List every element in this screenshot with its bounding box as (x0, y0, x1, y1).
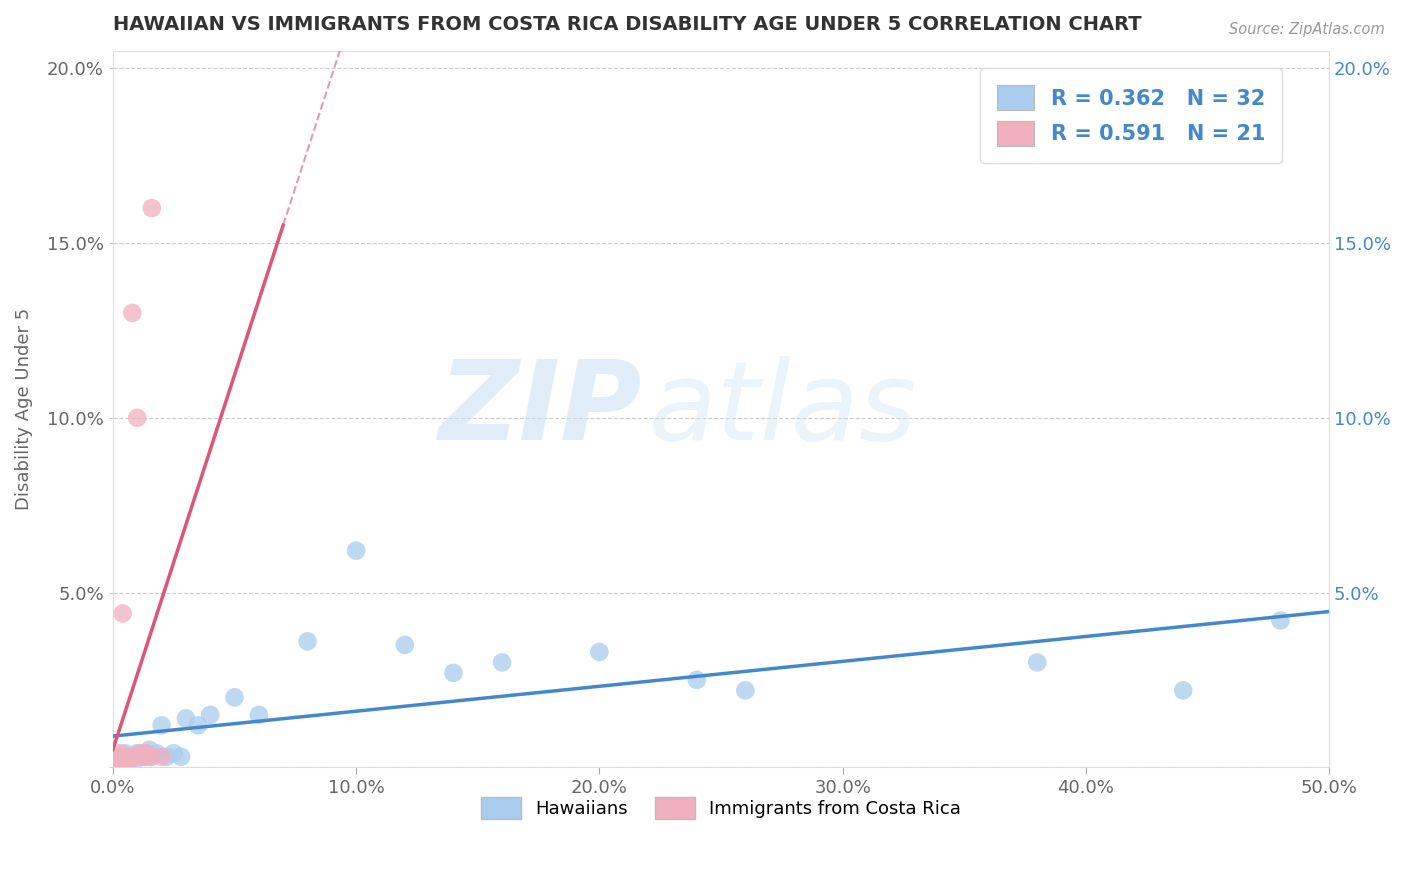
Point (127, 410, 149, 425)
Point (131, 749, 153, 764)
Point (138, 749, 160, 764)
Point (114, 753, 136, 767)
Point (110, 746, 132, 760)
Point (111, 749, 134, 764)
Point (124, 749, 146, 764)
Point (1026, 656, 1049, 670)
Point (224, 690, 246, 705)
Point (145, 746, 167, 760)
Point (247, 707, 270, 722)
Point (734, 683, 756, 698)
Point (134, 746, 156, 760)
Point (124, 753, 146, 767)
Text: Source: ZipAtlas.com: Source: ZipAtlas.com (1229, 22, 1385, 37)
Point (107, 753, 129, 767)
Text: ZIP: ZIP (439, 356, 643, 463)
Point (114, 746, 136, 760)
Point (117, 749, 139, 764)
Point (141, 749, 163, 764)
Point (111, 749, 134, 764)
Point (117, 753, 139, 767)
Point (121, 749, 143, 764)
Point (134, 749, 156, 764)
Point (155, 749, 177, 764)
Point (1173, 683, 1195, 698)
Point (491, 656, 513, 670)
Point (128, 746, 150, 760)
Point (131, 749, 153, 764)
Point (141, 201, 163, 215)
Point (443, 665, 465, 680)
Legend: Hawaiians, Immigrants from Costa Rica: Hawaiians, Immigrants from Costa Rica (474, 789, 969, 826)
Point (150, 718, 173, 732)
Point (297, 634, 319, 648)
Point (136, 746, 159, 760)
Text: HAWAIIAN VS IMMIGRANTS FROM COSTA RICA DISABILITY AGE UNDER 5 CORRELATION CHART: HAWAIIAN VS IMMIGRANTS FROM COSTA RICA D… (112, 15, 1142, 34)
Text: atlas: atlas (648, 356, 917, 463)
Point (110, 749, 132, 764)
Point (588, 645, 610, 659)
Point (170, 749, 193, 764)
Point (163, 746, 186, 760)
Point (174, 711, 197, 725)
Point (150, 749, 173, 764)
Point (114, 749, 136, 764)
Point (127, 746, 149, 760)
Point (121, 306, 143, 320)
Y-axis label: Disability Age Under 5: Disability Age Under 5 (15, 308, 32, 510)
Point (111, 607, 134, 621)
Point (121, 749, 143, 764)
Point (138, 743, 160, 757)
Point (344, 543, 367, 558)
Point (394, 638, 416, 652)
Point (107, 753, 129, 767)
Point (118, 753, 141, 767)
Point (1270, 614, 1292, 628)
Point (686, 673, 709, 687)
Point (187, 718, 209, 732)
Point (200, 707, 222, 722)
Point (104, 753, 127, 767)
